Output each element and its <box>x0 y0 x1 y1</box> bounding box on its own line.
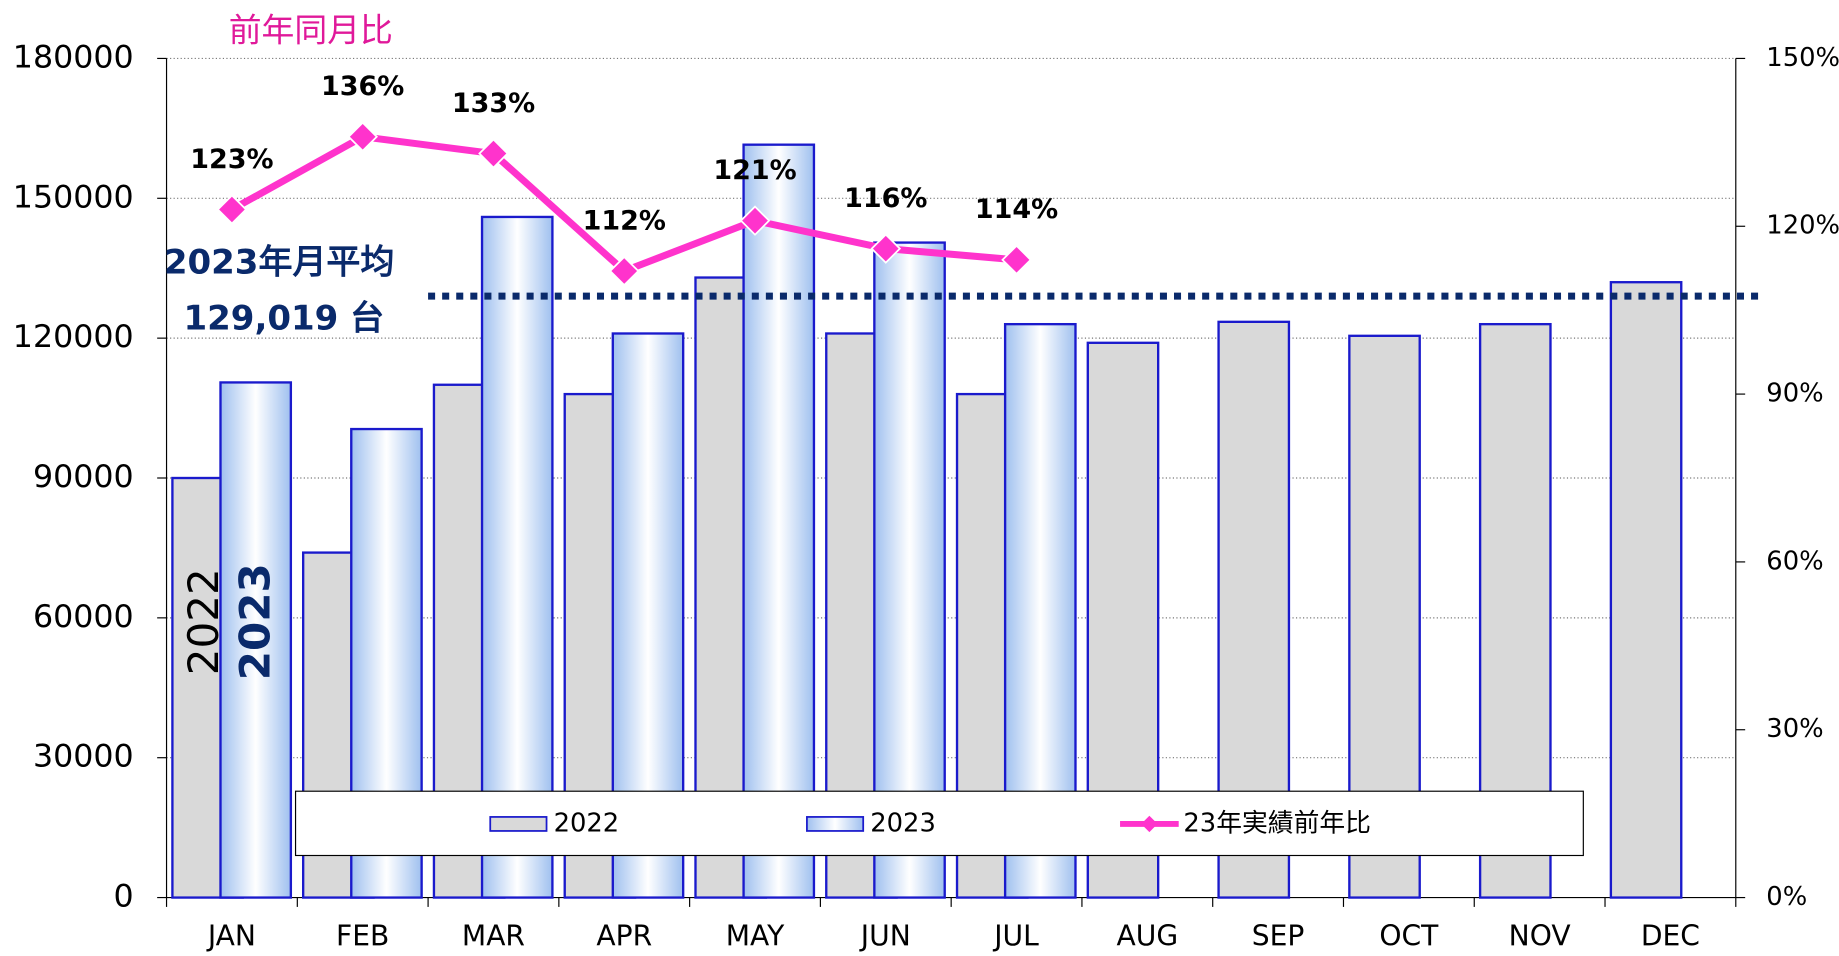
y2-tick-label: 90% <box>1766 379 1823 409</box>
bar <box>1609 281 1683 899</box>
x-tick-label: MAY <box>726 919 785 952</box>
x-tick-label: FEB <box>336 919 389 952</box>
x-tick-label: SEP <box>1252 919 1305 952</box>
x-tick-label: DEC <box>1641 919 1700 952</box>
y2-tick-label: 0% <box>1766 882 1807 912</box>
y-tick-label: 0 <box>114 879 134 915</box>
line-marker <box>216 194 248 225</box>
bar-series-label: 2023 <box>230 563 279 680</box>
y2-tick-label: 150% <box>1766 43 1839 73</box>
line-marker <box>1001 244 1032 276</box>
legend-label: 23年実績前年比 <box>1183 808 1371 838</box>
y-tick-label: 90000 <box>33 459 134 495</box>
line-marker <box>870 233 902 264</box>
line-marker <box>608 255 640 287</box>
bar <box>219 381 293 899</box>
data-label: 133% <box>452 88 535 119</box>
line-marker <box>347 121 379 153</box>
y-tick-label: 180000 <box>13 39 134 75</box>
average-value-label: 129,019 台 <box>183 299 384 339</box>
y-tick-label: 150000 <box>13 179 134 215</box>
data-label: 114% <box>975 194 1058 225</box>
data-label: 112% <box>583 205 666 236</box>
x-tick-label: APR <box>596 919 652 952</box>
bar <box>480 215 554 899</box>
bar <box>742 143 816 899</box>
x-tick-label: MAR <box>462 919 525 952</box>
x-tick-label: OCT <box>1379 919 1439 952</box>
x-tick-label: NOV <box>1509 919 1571 952</box>
legend-label: 2022 <box>554 808 620 838</box>
y-tick-label: 120000 <box>13 319 134 355</box>
legend-box <box>294 790 1584 857</box>
data-label: 121% <box>713 155 796 186</box>
y-tick-label: 30000 <box>33 739 134 775</box>
y2-tick-label: 30% <box>1766 714 1823 744</box>
line-marker <box>739 205 771 236</box>
x-tick-label: JUN <box>859 919 911 952</box>
bar-series-label: 2022 <box>179 568 228 675</box>
y-tick-label: 60000 <box>33 599 134 635</box>
data-label: 116% <box>844 183 927 214</box>
y2-tick-label: 120% <box>1766 211 1839 241</box>
x-tick-label: JAN <box>206 919 256 952</box>
data-label: 123% <box>190 144 273 175</box>
bar <box>873 241 946 899</box>
y2-title: 前年同月比 <box>229 12 393 50</box>
legend-swatch <box>806 816 865 832</box>
legend-swatch <box>489 816 548 832</box>
legend-label: 2023 <box>870 808 936 838</box>
line-marker <box>478 138 509 169</box>
data-label: 136% <box>321 71 404 102</box>
y2-tick-label: 60% <box>1766 546 1823 576</box>
x-tick-label: JUL <box>992 919 1039 952</box>
average-label: 2023年月平均 <box>164 243 395 283</box>
x-tick-label: AUG <box>1117 919 1179 952</box>
